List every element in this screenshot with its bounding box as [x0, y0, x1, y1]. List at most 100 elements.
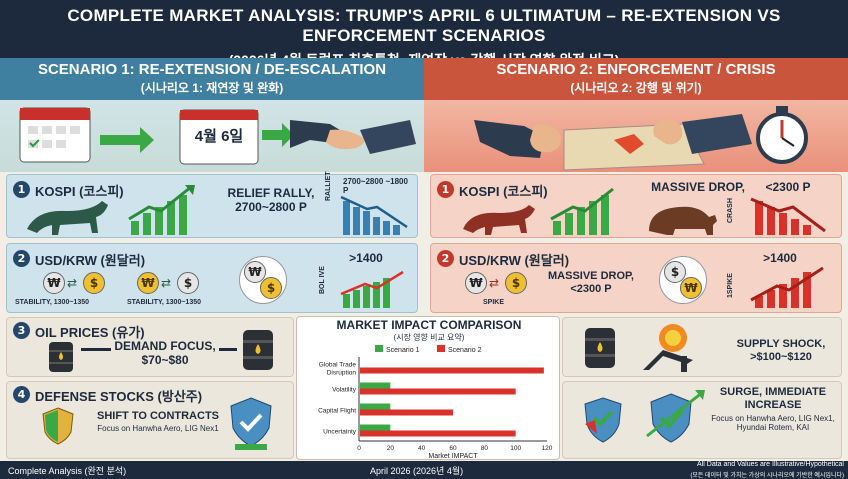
x-tick-label: 20 [387, 445, 395, 452]
defense-focus-text: Focus on Hanwha Aero, LIG Nex1, Hyundai … [711, 414, 835, 433]
legend-swatch [375, 345, 383, 352]
usd-trend-icon [340, 270, 404, 308]
rising-bars-icon [550, 187, 614, 235]
scenario2-oil-row: SUPPLY SHOCK, >$100~$120 [562, 317, 842, 377]
scenario1-banner: SCENARIO 1: RE-EXTENSION / DE-ESCALATION… [0, 58, 424, 100]
category-label: Uncertainty [323, 429, 357, 436]
defense-contracts-text: SHIFT TO CONTRACTS [96, 410, 219, 422]
x-tick-label: 0 [357, 445, 361, 452]
oil-pump-explosion-icon [643, 324, 693, 372]
defense-surge-text: SURGE, IMMEDIATE INCREASE [719, 386, 827, 411]
category-label: Capital Flight [318, 408, 356, 415]
defense-label: DEFENSE STOCKS (방산주) [35, 389, 203, 404]
calendar-handshake-icon [19, 107, 416, 165]
kospi-crash-axis-label: CRASH [727, 198, 734, 223]
shield-icon [42, 407, 74, 445]
usd-range-label: >1400 [349, 251, 383, 265]
won-coin-icon: ₩ [244, 261, 266, 283]
footer-center-text: April 2026 (2026년 4월) [370, 466, 464, 476]
won-coin-icon: ₩ [43, 272, 65, 294]
number-badge: 1 [13, 181, 30, 198]
usdkrw-label: USD/KRW (원달러) [459, 253, 570, 268]
scenario2-banner: SCENARIO 2: ENFORCEMENT / CRISIS (시나리오 2… [424, 58, 848, 100]
arrow-line-icon [219, 348, 237, 351]
x-tick-label: 120 [542, 445, 553, 452]
bar-scenario2 [360, 409, 453, 416]
kospi-relief-text: RELIEF RALLY, 2700~2800 P [227, 186, 315, 214]
scenario2-subtitle: (시나리오 2: 강행 및 위기) [570, 81, 702, 95]
exchange-arrow-icon: ⇄ [161, 276, 172, 290]
number-badge: 4 [13, 386, 30, 403]
usd-drop-text: MASSIVE DROP, <2300 P [548, 270, 634, 295]
scenario2-title: SCENARIO 2: ENFORCEMENT / CRISIS [496, 61, 776, 78]
calendar-date-label: 4월 6일 [194, 128, 244, 145]
number-badge: 2 [437, 250, 454, 267]
usd-axis-label: BOL IVE [319, 266, 326, 294]
oil-barrel-icon [49, 342, 73, 372]
kospi-range-label: 2700~2800 ~1800 P [343, 177, 408, 195]
kospi-drop-text: MASSIVE DROP, [651, 180, 745, 194]
dollar-coin-icon: $ [83, 272, 105, 294]
x-tick-label: 100 [510, 445, 521, 452]
category-label: Global Trade [319, 362, 357, 369]
x-tick-label: 60 [449, 445, 457, 452]
chart-canvas: Scenario 1 Scenario 2 0 20 40 60 80 100 120 Marke… [318, 345, 553, 460]
shield-check-icon [584, 397, 622, 443]
won-coin-icon: ₩ [680, 277, 702, 299]
bull-icon [27, 201, 108, 235]
dollar-coin-icon: $ [505, 272, 527, 294]
usd-stability-label-2: STABILITY, 1300~1350 [127, 299, 201, 306]
spike-bars-icon [750, 266, 824, 308]
scenario1-usdkrw-row: 2 USD/KRW (원달러) ₩ ⇄ $ STABILITY, 1300~13… [6, 243, 418, 313]
dollar-coin-icon: $ [260, 277, 282, 299]
usd-stability-label: STABILITY, 1300~1350 [15, 299, 89, 306]
bar-scenario2 [360, 367, 544, 374]
scenario1-illustration: 4월 6일 [0, 100, 424, 172]
usd-spike-label: SPIKE [483, 299, 505, 306]
number-badge: 2 [13, 250, 30, 267]
oil-barrel-icon [243, 330, 273, 370]
currency-badge: ₩ $ [239, 256, 287, 304]
oil-barrel-icon [585, 328, 615, 368]
oil-demand-text: DEMAND FOCUS, $70~$80 [114, 339, 216, 367]
scenario2-illustration [424, 100, 848, 172]
bar-scenario1 [360, 382, 391, 389]
footer-left-text: Complete Analysis (완전 분석) [8, 466, 127, 476]
usdkrw-label: USD/KRW (원달러) [35, 253, 146, 268]
page-title: COMPLETE MARKET ANALYSIS: TRUMP'S APRIL … [67, 6, 781, 45]
category-label: Disruption [327, 370, 357, 377]
scenario1-subtitle: (시나리오 1: 재연장 및 완화) [140, 81, 284, 95]
category-label: Volatility [332, 387, 357, 394]
scenario2-usdkrw-row: 2 USD/KRW (원달러) ₩ ⇄ $ SPIKE MASSIVE DROP… [430, 243, 842, 313]
footer-disclaimer-ko: (모든 데이터 및 가치는 가상의 시나리오에 기반한 예시입니다) [690, 473, 844, 479]
dollar-coin-icon: $ [664, 261, 686, 283]
page-footer: Complete Analysis (완전 분석) April 2026 (20… [0, 461, 848, 479]
kospi-crash-value: <2300 P [765, 180, 811, 194]
won-coin-icon: ₩ [137, 272, 159, 294]
bar-scenario2 [360, 430, 516, 437]
page-header: COMPLETE MARKET ANALYSIS: TRUMP'S APRIL … [0, 0, 848, 68]
kospi-label: KOSPI (코스피) [459, 184, 548, 199]
footer-disclaimer: All Data and Values are Illustrative/Hyp… [697, 461, 844, 468]
rising-shield-icon [646, 390, 705, 443]
x-axis-label: Market IMPACT [428, 453, 478, 460]
scenario2-defense-row: SURGE, IMMEDIATE INCREASE Focus on Hanwh… [562, 381, 842, 459]
bear-icon [649, 206, 717, 235]
exchange-arrow-icon: ⇄ [67, 276, 78, 290]
falling-bars-icon [340, 195, 408, 235]
exchange-arrow-icon: ⇄ [489, 276, 500, 290]
oil-shock-text: SUPPLY SHOCK, >$100~$120 [736, 338, 826, 363]
won-coin-icon: ₩ [465, 272, 487, 294]
scenario1-title: SCENARIO 1: RE-EXTENSION / DE-ESCALATION [37, 61, 387, 78]
chart-title: MARKET IMPACT COMPARISON [336, 318, 522, 332]
x-tick-label: 80 [481, 445, 489, 452]
red-bull-icon [463, 205, 535, 235]
kospi-axis-label: RALLIET [325, 171, 332, 201]
bar-scenario2 [360, 388, 516, 395]
bar-scenario1 [360, 424, 391, 431]
legend-label: Scenario 1 [386, 347, 420, 354]
scenario1-kospi-row: 1 KOSPI (코스피) RELIEF RALLY, 2700~2800 P … [6, 171, 418, 238]
bar-scenario1 [360, 403, 391, 410]
market-impact-chart: MARKET IMPACT COMPARISON (시장 영향 비교 요약) S… [296, 316, 560, 460]
scenario1-oil-row: 3 OIL PRICES (유가) DEMAND FOCUS, $70~$80 [6, 317, 294, 377]
